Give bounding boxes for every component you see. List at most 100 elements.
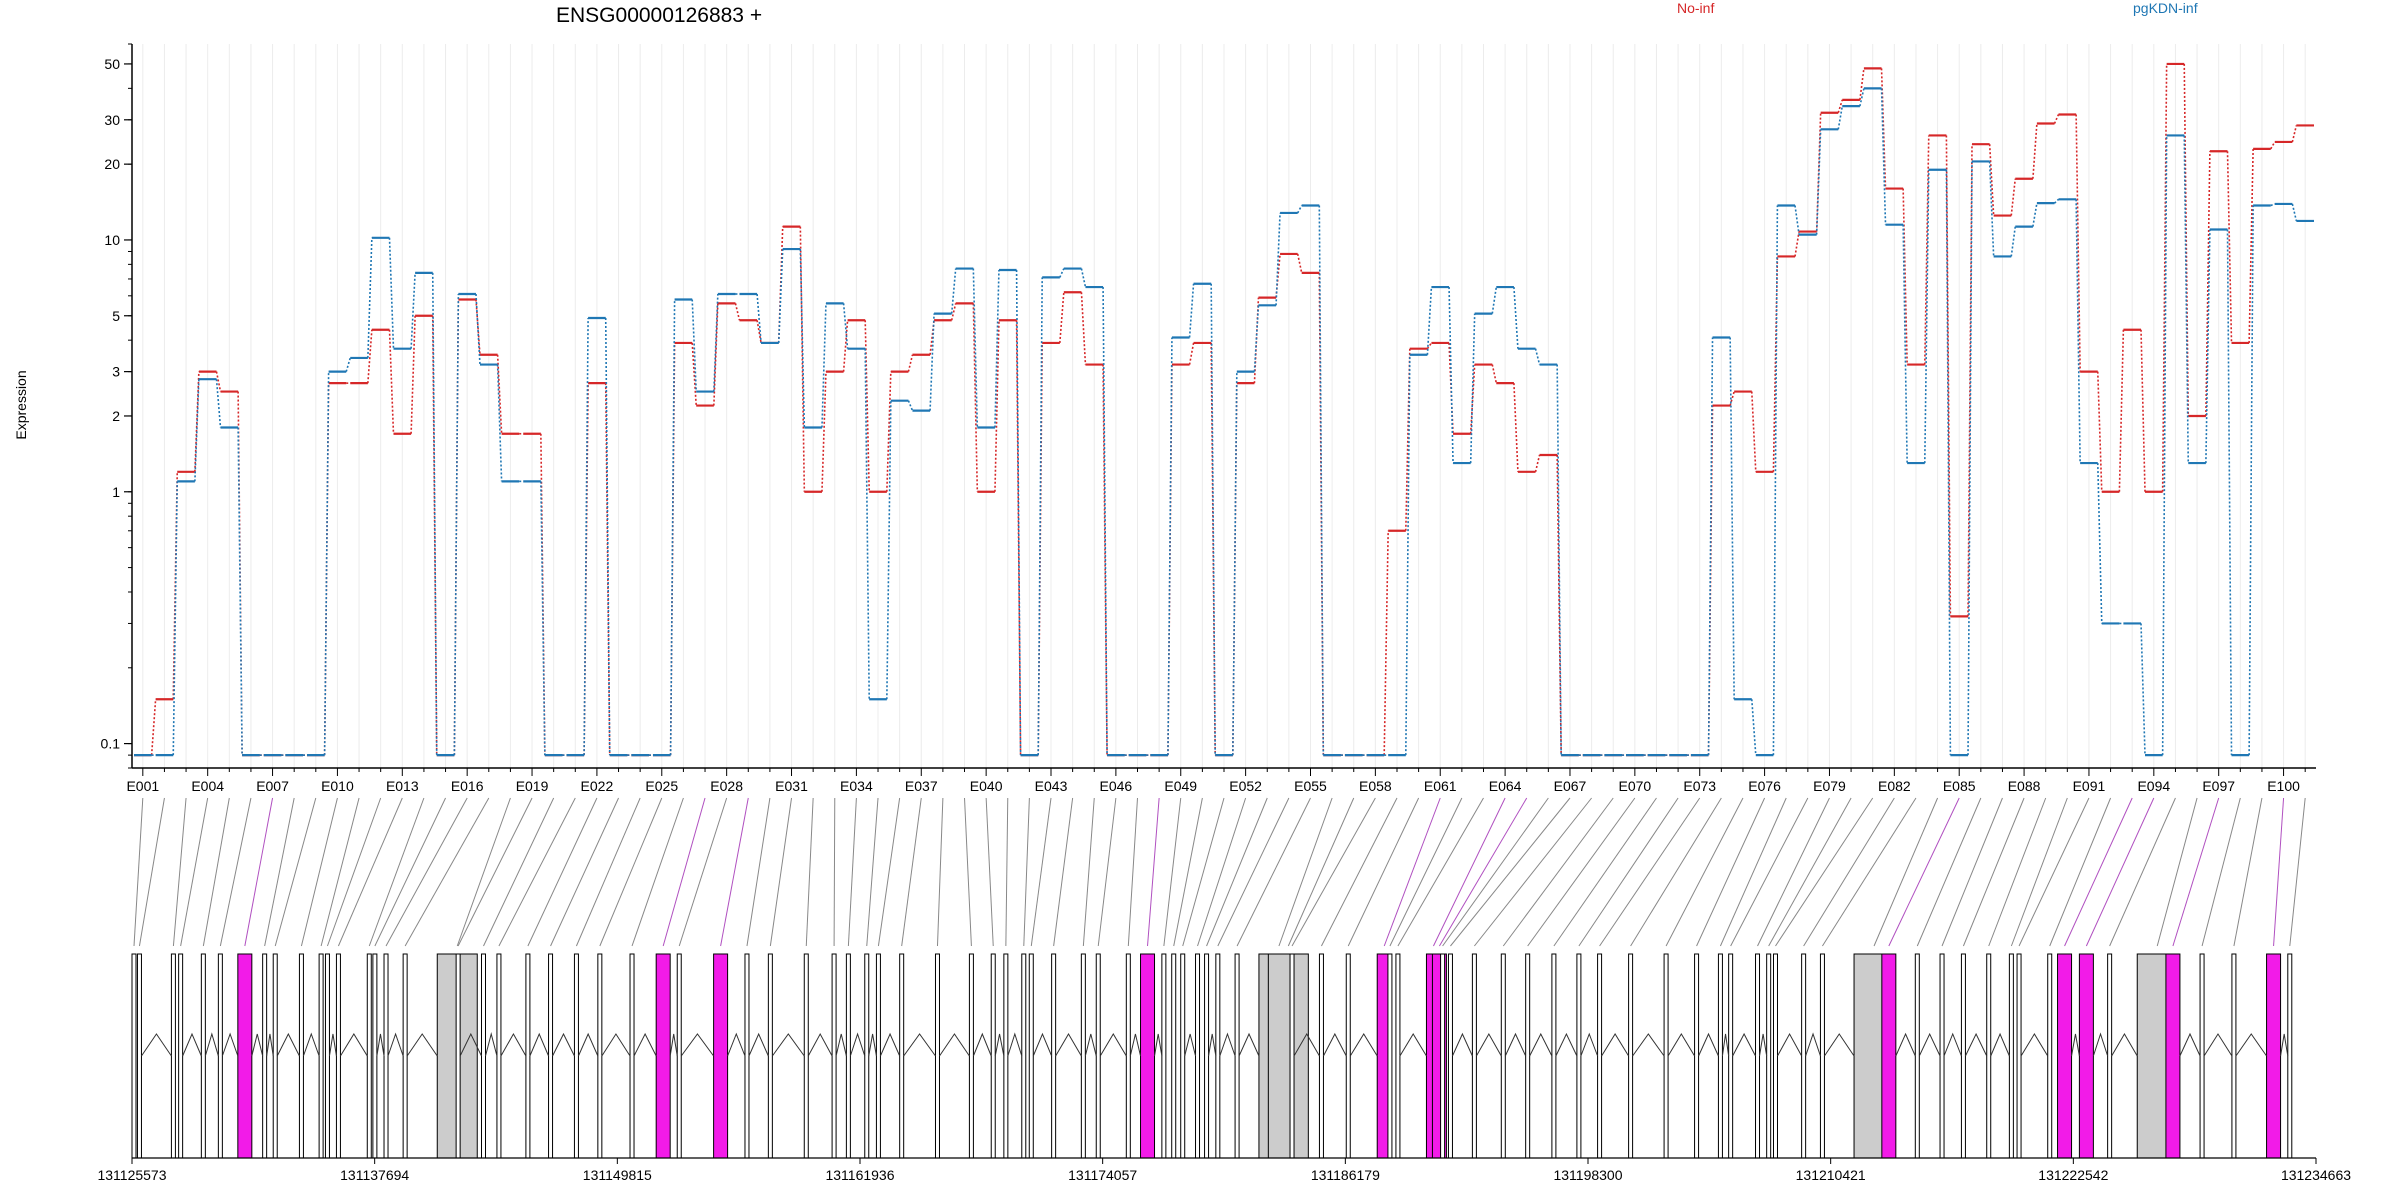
intron-line [2280,1033,2289,1057]
x-tick-label: E088 [2008,778,2041,794]
exon-connector [1822,797,1917,947]
no-inf-connector [150,699,157,756]
pgkdn-inf-connector [1426,287,1433,355]
genomic-tick-label: 131186179 [1311,1167,1380,1183]
exon-block [2231,953,2237,1159]
y-tick-label: 50 [104,56,120,72]
no-inf-connector [194,371,200,472]
pgkdn-inf-connector [994,269,1000,428]
exon-block [1095,953,1101,1159]
exon-block [1215,953,1221,1159]
exon-connector [1023,797,1030,947]
exon-block [2165,953,2181,1159]
exon-connector [936,797,944,947]
exon-connector [1578,797,1679,947]
exon-block [366,953,372,1159]
x-tick-label: E028 [710,778,743,794]
exon-block [178,953,184,1159]
intron-line [680,1033,715,1057]
intron-line [251,1033,264,1057]
pgkdn-inf-connector [1037,277,1043,756]
intron-line [459,1032,482,1057]
exon-connector [1962,797,2025,947]
intron-line [903,1033,936,1057]
exon-block [1161,953,1167,1159]
exon-block [1819,953,1825,1159]
no-inf-connector [604,383,611,756]
exon-connector [1730,797,1809,947]
exon-block [1395,953,1401,1159]
exon-connector [631,797,684,947]
exon-block [934,953,940,1159]
no-inf-connector [2032,123,2038,179]
exon-connector [133,797,144,947]
exon-connector [1173,797,1203,947]
genomic-tick-label: 131198300 [1553,1167,1622,1183]
exon-connector [1197,797,1247,947]
exon-block [455,953,461,1159]
exon-block [1204,953,1210,1159]
exon-block [372,953,378,1159]
intron-line [1895,1032,1916,1057]
exon-block [899,953,905,1159]
exon-connector [1030,797,1052,947]
intron-line [1918,1032,1941,1057]
intron-line [1154,1033,1163,1057]
exon-block [237,953,253,1159]
exon-connector [2172,797,2220,947]
pgkdn-inf-connector [1188,283,1195,338]
exon-block [335,953,341,1159]
gene-model [131,953,2293,1159]
pgkdn-inf-connector [1837,105,1844,130]
intron-line [1099,1033,1127,1057]
pgkdn-inf-connector [1405,354,1411,756]
pgkdn-inf-connector [929,313,935,411]
exon-connector [1450,797,1571,947]
pgkdn-inf-connector [1815,129,1822,235]
exon-block [1597,953,1603,1159]
intron-line [879,1032,901,1057]
intron-line [2092,1032,2109,1057]
pgkdn-inf-connector [540,481,546,756]
x-ticks: E001 E004 E007 E010 E013 E016 E019 E022 E025 E028… [126,768,2306,794]
pgkdn-inf-connector [2161,135,2168,756]
x-tick-label: E094 [2137,778,2170,794]
exon-connector [1696,797,1766,947]
exon-block [1080,953,1086,1159]
intron-line [2235,1033,2267,1057]
exon-connector [180,797,209,947]
exon-connector [1502,797,1614,947]
exon-block [845,953,851,1159]
exon-connector [2273,797,2285,947]
intron-line [1943,1032,1962,1057]
exon-connector [300,797,338,947]
no-inf-connector [2270,141,2276,150]
pgkdn-inf-connector [2140,623,2146,756]
exon-connector [1916,797,1982,947]
exon-block [676,953,682,1159]
exon-connector [1147,797,1160,947]
exon-connector [483,797,555,947]
pgkdn-inf-connector [1772,205,1779,756]
exon-block [1447,953,1453,1159]
pgkdn-inf-connector [215,379,222,428]
no-inf-connector [972,303,979,492]
exon-connector [404,797,490,947]
exon-block [1551,953,1557,1159]
genomic-tick-label: 131137694 [340,1167,409,1183]
pgkdn-inf-connector [431,272,438,756]
no-inf-connector [1080,292,1087,365]
intron-line [552,1032,575,1057]
exon-block [1960,953,1966,1159]
intron-line [387,1032,404,1057]
intron-line [340,1033,368,1057]
pgkdn-inf-connector [2183,135,2190,464]
exon-connector [678,797,728,947]
exon-connector [1206,797,1268,947]
pgkdn-inf-connector [691,299,698,392]
exon-connector [1873,797,1939,947]
no-inf-connector [713,303,719,406]
intron-line [994,1033,1005,1057]
exon-block [1180,953,1186,1159]
exon-block [713,953,729,1159]
